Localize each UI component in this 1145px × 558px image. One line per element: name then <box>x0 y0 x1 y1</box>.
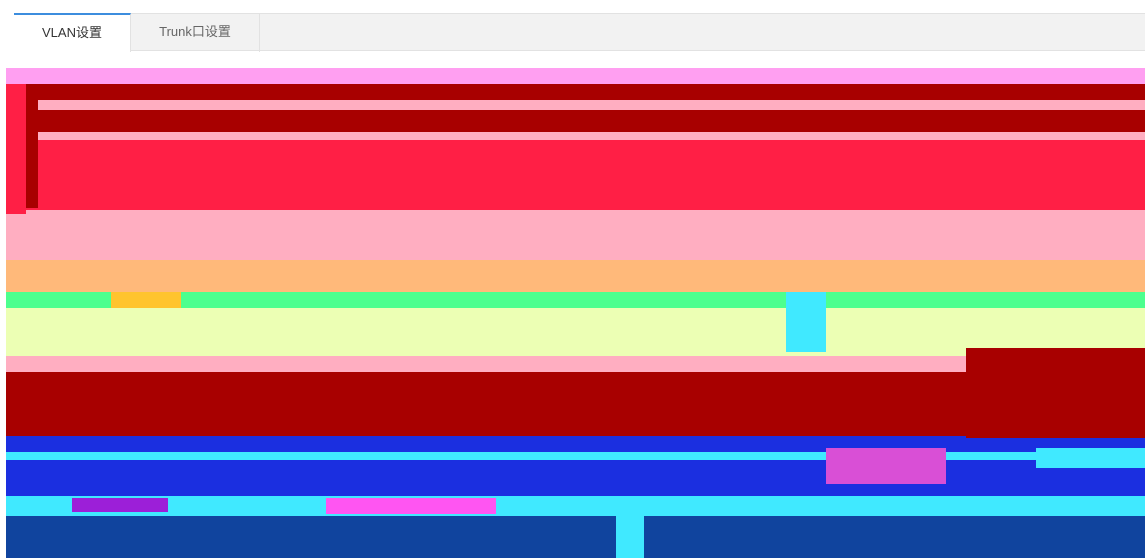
glitch-block <box>1036 448 1145 468</box>
glitch-block <box>966 348 1145 438</box>
glitch-band <box>6 460 1145 496</box>
glitch-band <box>6 452 1145 460</box>
corrupted-table-region <box>6 68 1145 558</box>
glitch-block <box>786 292 826 352</box>
glitch-band <box>6 84 1145 100</box>
glitch-band <box>6 308 1145 356</box>
glitch-block <box>616 516 644 558</box>
glitch-block <box>6 84 26 214</box>
glitch-band <box>6 68 1145 84</box>
glitch-block <box>326 498 496 514</box>
glitch-block <box>111 292 181 308</box>
tab-vlan-settings[interactable]: VLAN设置 <box>14 13 131 52</box>
glitch-band <box>6 356 1145 372</box>
glitch-band <box>6 132 1145 140</box>
glitch-band <box>6 372 1145 436</box>
glitch-band <box>6 180 1145 210</box>
glitch-band <box>6 496 1145 516</box>
glitch-band <box>6 210 1145 260</box>
glitch-band <box>6 260 1145 292</box>
tab-trunk-settings[interactable]: Trunk口设置 <box>131 13 260 52</box>
glitch-band <box>6 436 1145 452</box>
glitch-band <box>6 140 1145 180</box>
glitch-band <box>6 292 1145 308</box>
glitch-block <box>72 498 168 512</box>
glitch-block <box>26 88 38 208</box>
glitch-band <box>6 110 1145 132</box>
glitch-band <box>6 516 1145 558</box>
glitch-band <box>6 100 1145 110</box>
tab-bar: VLAN设置 Trunk口设置 <box>14 13 1145 52</box>
glitch-block <box>826 448 946 484</box>
